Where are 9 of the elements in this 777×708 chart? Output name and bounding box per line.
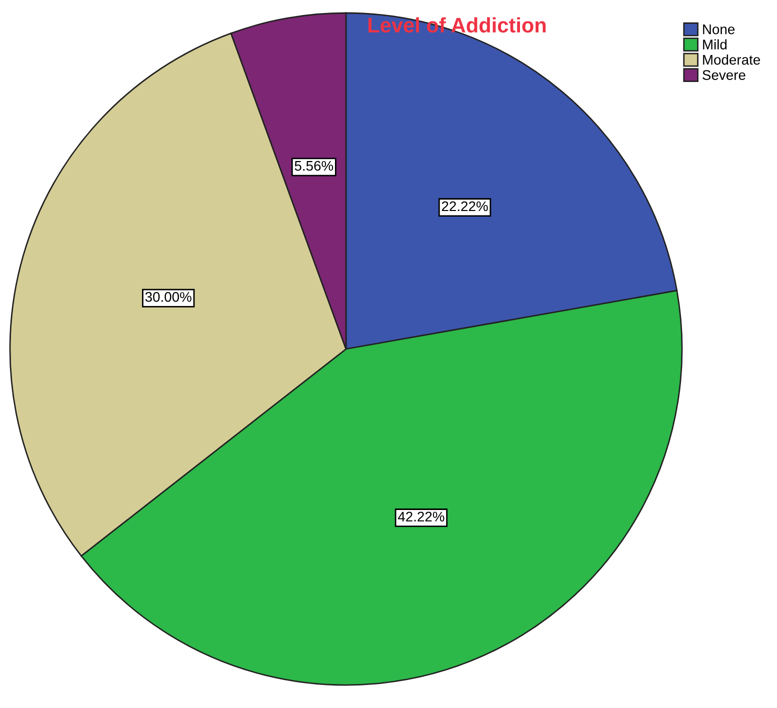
chart-title: Level of Addiction	[368, 17, 546, 33]
legend-label: Severe	[702, 70, 746, 80]
legend-label: Moderate	[703, 54, 760, 65]
data-label: 5.56%	[294, 160, 334, 171]
legend-label: Mild	[703, 39, 727, 50]
data-label: 42.22%	[398, 512, 444, 522]
legend-label: None	[703, 24, 735, 34]
data-label: 30.00%	[145, 292, 192, 302]
data-label: 22.22%	[442, 201, 488, 212]
